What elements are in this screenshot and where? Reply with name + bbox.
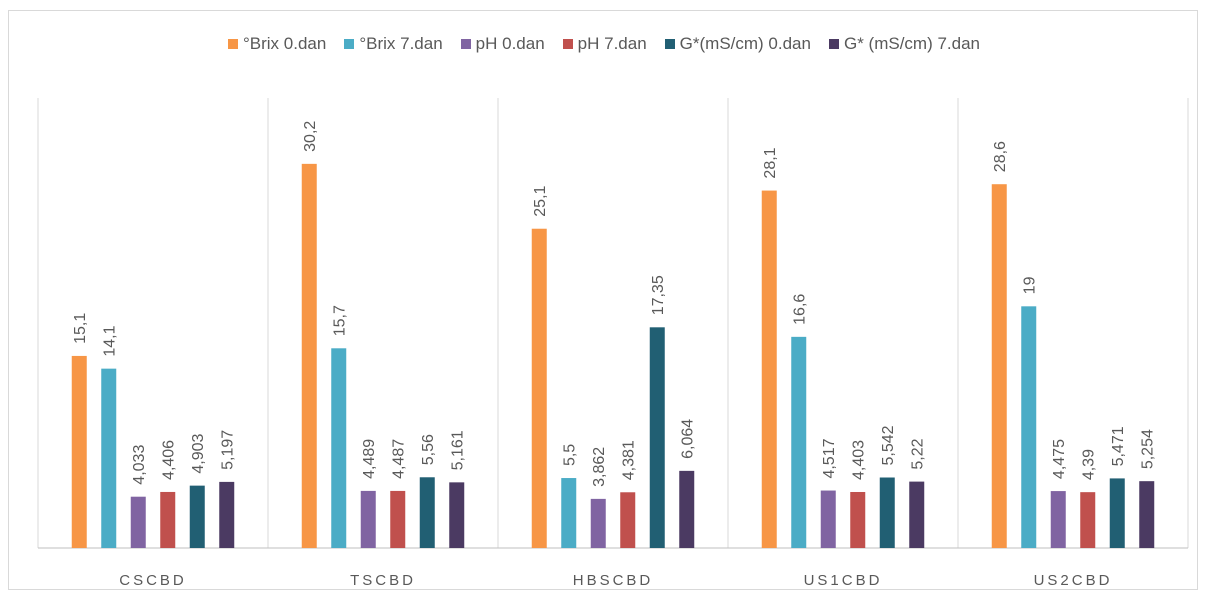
category-label: HBSCBD [573, 572, 654, 589]
data-label: 5,254 [1140, 429, 1157, 469]
data-label: 28,6 [992, 141, 1009, 172]
data-label: 4,381 [621, 440, 638, 480]
bar [1050, 491, 1066, 548]
legend-swatch [344, 39, 355, 49]
bar [991, 184, 1007, 548]
legend-label: G*(mS/cm) 0.dan [679, 34, 811, 53]
data-label: 5,161 [450, 430, 467, 470]
legend-item: G* (mS/cm) 7.dan [828, 34, 981, 54]
legend-item: °Brix 0.dan [227, 34, 327, 54]
legend-swatch [460, 39, 471, 49]
data-label: 4,39 [1081, 449, 1098, 480]
data-label: 14,1 [102, 325, 119, 356]
legend-item: pH 0.dan [460, 34, 545, 54]
data-label: 5,22 [910, 438, 927, 469]
data-label: 5,56 [420, 434, 437, 465]
bar [71, 355, 87, 548]
bar [590, 498, 606, 548]
legend-label: °Brix 7.dan [359, 34, 443, 53]
data-label: 28,1 [762, 147, 779, 178]
bar [820, 490, 836, 548]
category-label: CSCBD [119, 572, 187, 589]
bar [679, 470, 695, 548]
data-label: 25,1 [532, 185, 549, 216]
bar [189, 485, 205, 548]
data-label: 16,6 [792, 294, 809, 325]
bar [1139, 481, 1155, 548]
bar [449, 482, 465, 548]
data-label: 4,517 [821, 438, 838, 478]
legend-swatch [828, 39, 839, 49]
category-label: TSCBD [350, 572, 416, 589]
data-label: 5,471 [1110, 426, 1127, 466]
bar [419, 477, 435, 548]
legend-swatch [664, 39, 675, 49]
bar [1021, 306, 1037, 548]
legend-item: pH 7.dan [562, 34, 647, 54]
bar [1080, 492, 1096, 548]
data-label: 4,903 [190, 433, 207, 473]
category-label: US2CBD [1034, 572, 1113, 589]
legend-label: G* (mS/cm) 7.dan [843, 34, 981, 53]
data-label: 4,487 [391, 439, 408, 479]
bar [390, 490, 406, 548]
bar [160, 491, 176, 548]
bar [301, 163, 317, 548]
bar [130, 496, 146, 548]
data-label: 6,064 [680, 419, 697, 459]
bar [360, 490, 376, 548]
bar [331, 348, 347, 548]
data-label: 15,7 [332, 305, 349, 336]
bar [761, 190, 777, 548]
bar [531, 228, 547, 548]
bar [879, 477, 895, 548]
data-label: 4,033 [131, 445, 148, 485]
data-label: 19 [1022, 276, 1039, 294]
data-label: 15,1 [72, 313, 89, 344]
bar [620, 492, 636, 548]
data-label: 30,2 [302, 121, 319, 152]
bar [909, 481, 925, 548]
data-label: 4,475 [1051, 439, 1068, 479]
data-label: 3,862 [591, 447, 608, 487]
bar [791, 336, 807, 548]
bar [101, 368, 117, 548]
category-label: US1CBD [804, 572, 883, 589]
bar [649, 327, 665, 548]
data-label: 17,35 [650, 275, 667, 315]
data-label: 5,197 [220, 430, 237, 470]
data-label: 4,403 [851, 440, 868, 480]
data-label: 5,542 [880, 425, 897, 465]
bar [1109, 478, 1125, 548]
legend-swatch [227, 39, 238, 49]
data-label: 4,489 [361, 439, 378, 479]
legend-label: pH 0.dan [475, 34, 545, 53]
bar [561, 478, 577, 548]
legend-label: pH 7.dan [577, 34, 647, 53]
data-label: 4,406 [161, 440, 178, 480]
legend-swatch [562, 39, 573, 49]
legend: °Brix 0.dan °Brix 7.dan pH 0.dan pH 7.dan G*… [0, 34, 1208, 54]
bar [219, 481, 235, 548]
legend-item: G*(mS/cm) 0.dan [664, 34, 811, 54]
legend-label: °Brix 0.dan [242, 34, 327, 53]
bar [850, 491, 866, 548]
legend-item: °Brix 7.dan [344, 34, 443, 54]
data-label: 5,5 [562, 444, 579, 466]
